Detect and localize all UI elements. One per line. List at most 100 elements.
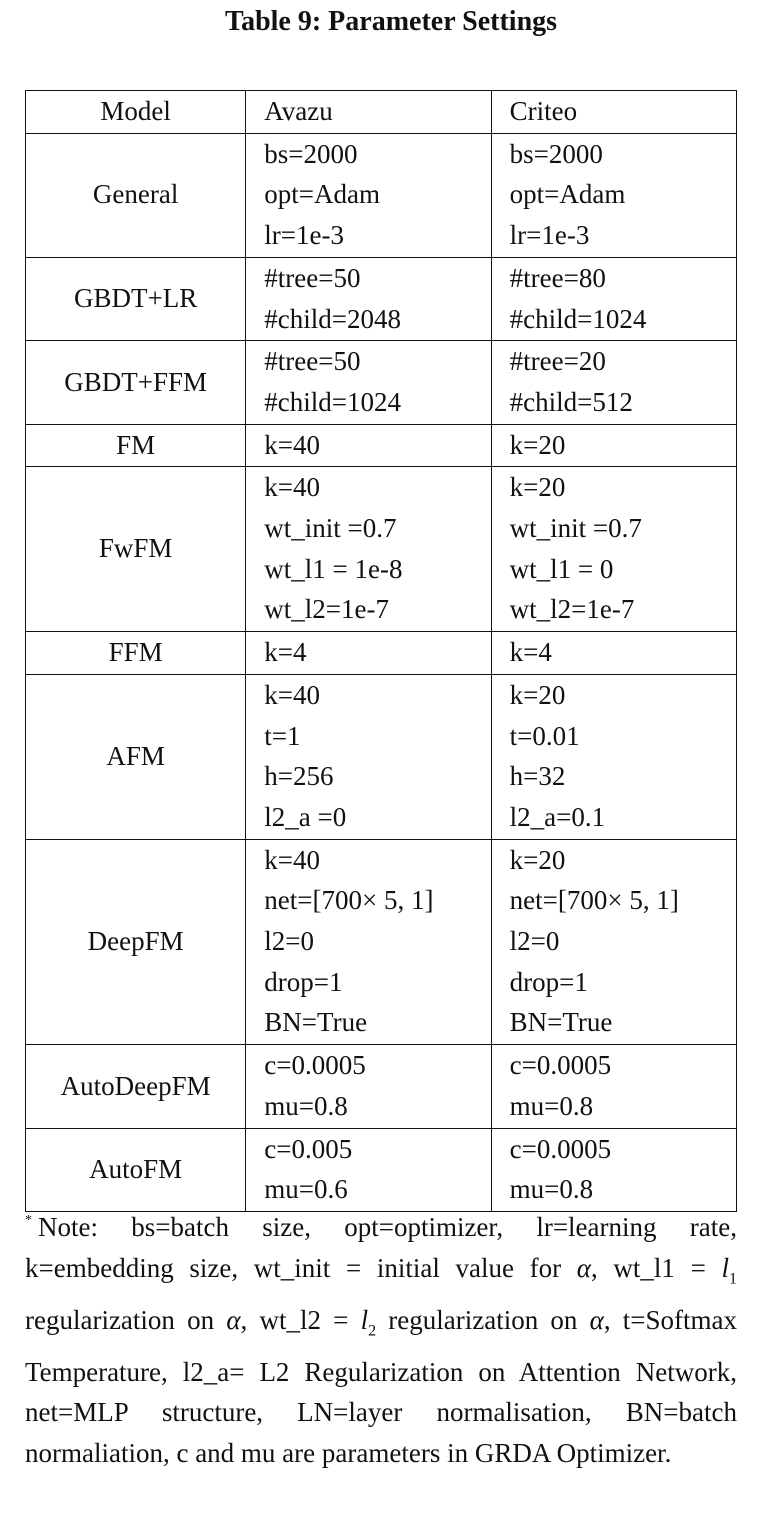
model-cell: FFM [24, 631, 247, 675]
param-value: wt_init =0.7 [509, 513, 642, 544]
model-cell: GBDT+LR [24, 256, 247, 342]
table-row: GBDT+LR #tree=50 #child=2048 #tree=80 #child… [24, 256, 738, 342]
param-value: c=0.0005 [509, 1050, 612, 1081]
model-cell: AFM [24, 673, 247, 840]
table-title: Table 9: Parameter Settings [224, 6, 558, 37]
param-value: h=256 [264, 761, 334, 792]
model-cell: AutoFM [24, 1127, 247, 1212]
alpha-symbol: α [576, 1252, 591, 1283]
param-value: mu=0.8 [509, 1090, 594, 1121]
param-value: bs=2000 [264, 138, 358, 169]
criteo-cell: k=20 net=[700× 5, 1] l2=0 drop=1 BN=True [490, 838, 738, 1046]
param-value: c=0.0005 [509, 1133, 612, 1164]
param-value: BN=True [264, 1007, 368, 1038]
parameter-table: Model Avazu Criteo General bs=2000 opt=Ada… [24, 90, 738, 1212]
param-value: #child=1024 [264, 386, 402, 417]
criteo-cell: #tree=80 #child=1024 [490, 256, 738, 342]
avazu-cell: #tree=50 #child=2048 [245, 256, 492, 342]
avazu-cell: k=40 t=1 h=256 l2_a =0 [245, 673, 492, 840]
param-value: k=40 [264, 472, 321, 503]
param-value: h=32 [509, 761, 566, 792]
param-value: k=20 [509, 679, 566, 710]
param-value: #tree=50 [264, 346, 361, 377]
alpha-symbol: α [226, 1304, 241, 1335]
table-row: General bs=2000 opt=Adam lr=1e-3 bs=2000 opt=… [24, 132, 738, 258]
criteo-cell: k=20 t=0.01 h=32 l2_a=0.1 [490, 673, 738, 840]
note-text: Note: bs=batch size, opt=optimizer, lr=l… [25, 1212, 737, 1283]
param-value: drop=1 [509, 966, 588, 997]
param-value: wt_l1 = 1e-8 [264, 553, 403, 584]
criteo-cell: bs=2000 opt=Adam lr=1e-3 [490, 132, 738, 258]
param-value: k=4 [509, 637, 552, 668]
subscript: 2 [368, 1321, 377, 1339]
param-value: k=20 [509, 472, 566, 503]
table-row: AFM k=40 t=1 h=256 l2_a =0 k=20 t=0.01 h=32 l2_a… [24, 673, 738, 840]
param-value: BN=True [509, 1007, 613, 1038]
table-row: GBDT+FFM #tree=50 #child=1024 #tree=20 #chil… [24, 340, 738, 425]
param-value: #child=2048 [264, 303, 402, 334]
param-value: l2=0 [509, 926, 560, 957]
header-avazu: Avazu [245, 90, 492, 134]
param-value: net=[700× 5, 1] [509, 885, 679, 916]
table-row: AutoDeepFM c=0.0005 mu=0.8 c=0.0005 mu=0.8 [24, 1044, 738, 1129]
param-value: net=[700× 5, 1] [264, 885, 434, 916]
table-row: AutoFM c=0.005 mu=0.6 c=0.0005 mu=0.8 [24, 1127, 738, 1212]
note-text: regularization on [25, 1304, 227, 1335]
param-value: #tree=80 [509, 262, 606, 293]
param-value: wt_l1 = 0 [509, 553, 614, 584]
param-value: bs=2000 [509, 138, 603, 169]
param-value: #tree=50 [264, 262, 361, 293]
note-text: , t=Softmax Temperature, l2_a= L2 Regula… [25, 1304, 737, 1468]
param-value: wt_l2=1e-7 [509, 594, 635, 625]
model-cell: GBDT+FFM [24, 340, 247, 425]
param-value: wt_init =0.7 [264, 513, 397, 544]
criteo-cell: k=20 wt_init =0.7 wt_l1 = 0 wt_l2=1e-7 [490, 466, 738, 633]
note-text: , wt_l2 = [240, 1304, 361, 1335]
table-header-row: Model Avazu Criteo [24, 90, 738, 134]
model-cell: FM [24, 423, 247, 468]
avazu-cell: k=40 [245, 423, 492, 468]
param-value: mu=0.8 [264, 1090, 348, 1121]
criteo-cell: k=20 [490, 423, 738, 468]
avazu-cell: c=0.005 mu=0.6 [245, 1127, 492, 1212]
avazu-cell: bs=2000 opt=Adam lr=1e-3 [245, 132, 492, 258]
param-value: #tree=20 [509, 346, 606, 377]
param-value: k=20 [509, 429, 566, 460]
param-value: k=40 [264, 429, 321, 460]
param-value: c=0.005 [264, 1133, 353, 1164]
param-value: #child=512 [509, 386, 633, 417]
param-value: l2=0 [264, 926, 315, 957]
param-value: l2_a=0.1 [509, 801, 606, 832]
note-text: regularization on [376, 1304, 590, 1335]
note-text: , wt_l1 = [590, 1252, 722, 1283]
param-value: mu=0.8 [509, 1174, 594, 1205]
param-value: c=0.0005 [264, 1050, 366, 1081]
l-symbol: l [360, 1304, 369, 1335]
param-value: wt_l2=1e-7 [264, 594, 390, 625]
criteo-cell: k=4 [490, 631, 738, 675]
model-cell: DeepFM [24, 838, 247, 1046]
subscript: 1 [729, 1269, 737, 1287]
l-symbol: l [721, 1252, 729, 1283]
table-row: DeepFM k=40 net=[700× 5, 1] l2=0 drop=1 BN=Tr… [24, 838, 738, 1046]
param-value: mu=0.6 [264, 1174, 348, 1205]
param-value: opt=Adam [264, 179, 381, 210]
criteo-cell: c=0.0005 mu=0.8 [490, 1127, 738, 1212]
avazu-cell: c=0.0005 mu=0.8 [245, 1044, 492, 1129]
table-note: * Note: bs=batch size, opt=optimizer, lr=… [25, 1207, 737, 1473]
criteo-cell: c=0.0005 mu=0.8 [490, 1044, 738, 1129]
criteo-cell: #tree=20 #child=512 [490, 340, 738, 425]
note-marker: * [25, 1213, 32, 1228]
table-row: FM k=40 k=20 [24, 423, 738, 468]
param-value: k=40 [264, 844, 321, 875]
param-value: opt=Adam [509, 179, 626, 210]
param-value: t=0.01 [509, 720, 580, 751]
param-value: lr=1e-3 [264, 220, 344, 251]
param-value: drop=1 [264, 966, 343, 997]
param-value: k=4 [264, 637, 307, 668]
model-cell: AutoDeepFM [24, 1044, 247, 1129]
param-value: k=20 [509, 844, 566, 875]
param-value: t=1 [264, 720, 301, 751]
param-value: k=40 [264, 679, 321, 710]
param-value: #child=1024 [509, 303, 647, 334]
